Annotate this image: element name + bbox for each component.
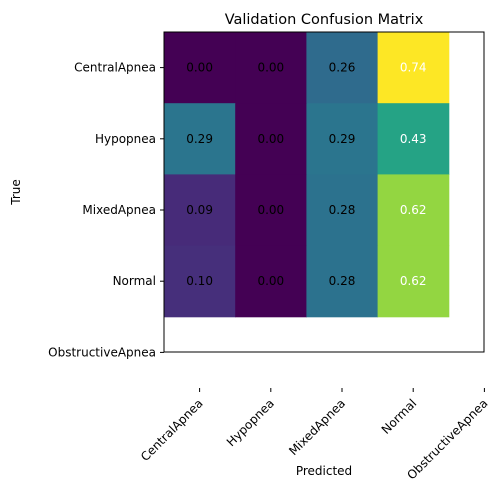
heatmap-cell [377, 32, 450, 104]
heatmap-cell [164, 32, 236, 104]
cell-value-label: 0.00 [257, 132, 284, 146]
heatmap-cell [306, 32, 379, 104]
heatmap-cell [235, 103, 307, 175]
heatmap-cell [306, 174, 379, 247]
cell-value-labels: 0.00 0.00 0.26 0.74 0.29 0.00 0.29 0.43 0.09 0.00… [186, 61, 426, 289]
heatmap-cell [235, 245, 307, 318]
x-axis-label: Predicted [296, 464, 352, 478]
heatmap-cell [377, 103, 450, 175]
heatmap-cell [164, 174, 236, 247]
cell-value-label: 0.28 [329, 274, 356, 288]
heatmap-cell [164, 103, 236, 175]
cell-value-label: 0.09 [186, 203, 213, 217]
cell-value-label: 0.00 [186, 61, 213, 75]
cell-value-label: 0.00 [257, 61, 284, 75]
heatmap-cell [377, 174, 450, 247]
cell-value-label: 0.43 [400, 132, 427, 146]
cell-value-label: 0.10 [186, 274, 213, 288]
plot-frame [163, 31, 485, 353]
y-tick-label: CentralApnea [74, 61, 156, 75]
cell-value-label: 0.00 [257, 274, 284, 288]
heatmap-cell [164, 245, 236, 318]
cell-value-label: 0.62 [400, 274, 427, 288]
y-tick-label: MixedApnea [82, 203, 156, 217]
chart-title: Validation Confusion Matrix [225, 12, 424, 28]
y-axis-ticks: CentralApnea Hypopnea MixedApnea Normal Obst… [48, 61, 164, 359]
y-tick-label: ObstructiveApnea [48, 345, 156, 359]
cell-value-label: 0.74 [400, 61, 427, 75]
heatmap-cell [235, 32, 307, 104]
heatmap-cell [306, 103, 379, 175]
heatmap-cells [164, 32, 450, 318]
cell-value-label: 0.00 [257, 203, 284, 217]
cell-value-label: 0.29 [186, 132, 213, 146]
heatmap-cell [377, 245, 450, 318]
y-tick-label: Hypopnea [95, 132, 156, 146]
cell-value-label: 0.28 [329, 203, 356, 217]
y-axis-label: True [9, 179, 23, 206]
heatmap-cell [306, 245, 379, 318]
heatmap-cell [235, 174, 307, 247]
cell-value-label: 0.29 [329, 132, 356, 146]
cell-value-label: 0.26 [329, 61, 356, 75]
cell-value-label: 0.62 [400, 203, 427, 217]
y-tick-label: Normal [113, 274, 156, 288]
